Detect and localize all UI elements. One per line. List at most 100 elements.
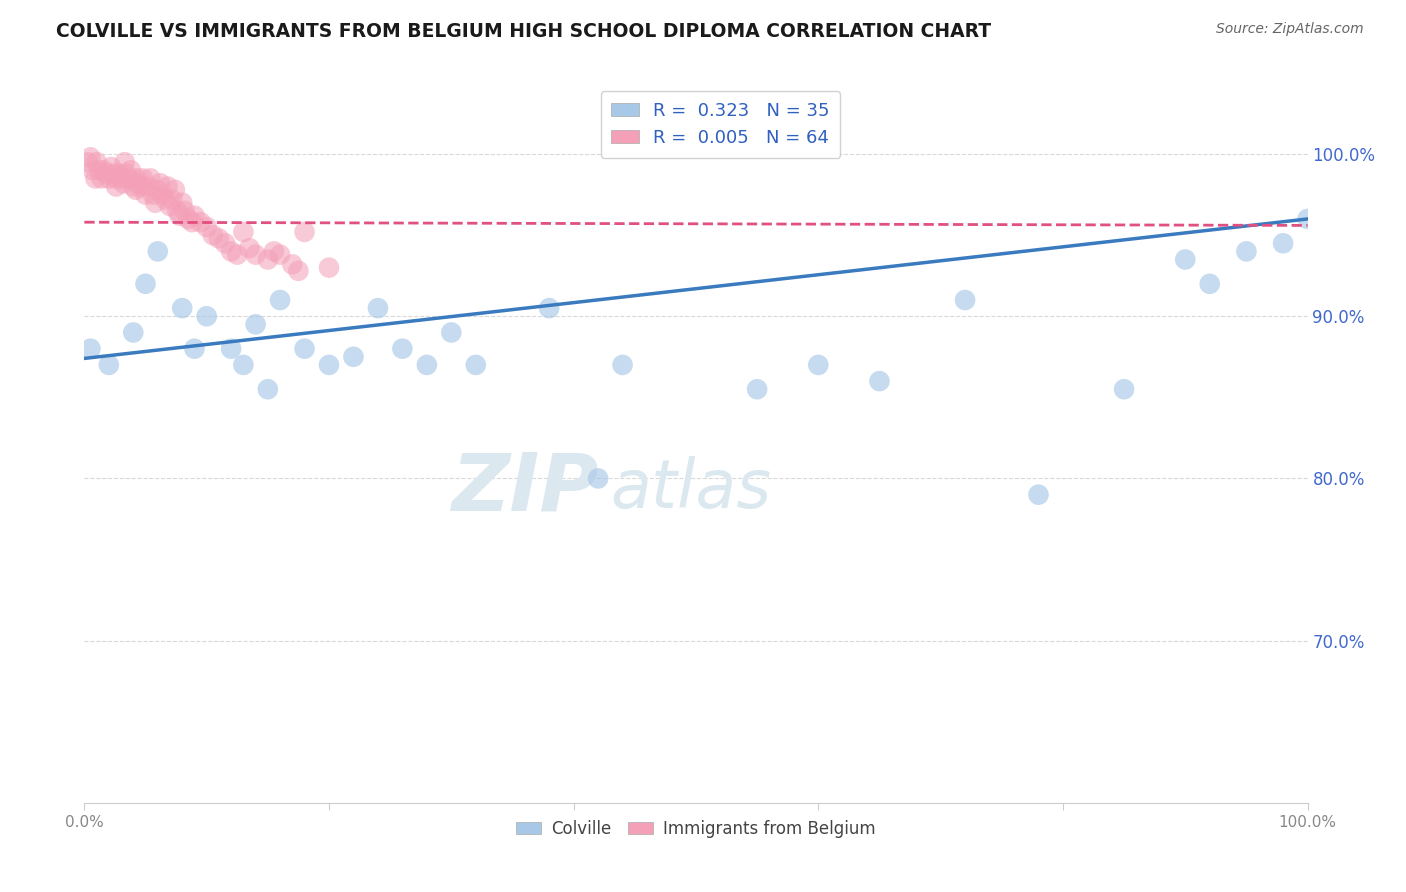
Point [183, 342, 205, 356]
Point [263, 244, 285, 259]
Point [90, 171, 112, 186]
Point [219, 342, 242, 356]
Legend: Colville, Immigrants from Belgium: Colville, Immigrants from Belgium [509, 814, 883, 845]
Point [1296, 211, 1319, 226]
Point [97, 358, 120, 372]
Point [869, 374, 891, 388]
Point [96, 167, 118, 181]
Point [125, 183, 148, 197]
Text: COLVILLE VS IMMIGRANTS FROM BELGIUM HIGH SCHOOL DIPLOMA CORRELATION CHART: COLVILLE VS IMMIGRANTS FROM BELGIUM HIGH… [56, 22, 991, 41]
Point [86, 155, 108, 169]
Point [201, 228, 224, 243]
Point [127, 176, 149, 190]
Point [107, 167, 129, 181]
Point [132, 171, 155, 186]
Point [953, 293, 976, 307]
Point [269, 293, 291, 307]
Point [114, 155, 136, 169]
Point [120, 163, 142, 178]
Point [100, 160, 122, 174]
Point [146, 244, 169, 259]
Point [93, 163, 115, 178]
Point [129, 179, 152, 194]
Point [162, 193, 184, 207]
Point [219, 244, 242, 259]
Point [226, 247, 249, 261]
Point [173, 203, 195, 218]
Point [163, 183, 186, 197]
Point [172, 301, 194, 315]
Point [538, 301, 561, 315]
Point [122, 326, 145, 340]
Point [318, 358, 340, 372]
Point [391, 342, 413, 356]
Point [143, 195, 166, 210]
Point [1114, 382, 1136, 396]
Point [166, 203, 188, 218]
Point [416, 358, 439, 372]
Point [440, 326, 463, 340]
Point [1272, 236, 1295, 251]
Point [156, 179, 179, 194]
Point [77, 155, 100, 169]
Point [245, 318, 267, 332]
Point [232, 358, 254, 372]
Point [1236, 244, 1258, 259]
Point [245, 247, 267, 261]
Point [87, 163, 110, 178]
Point [136, 179, 159, 194]
Point [183, 209, 205, 223]
Point [257, 252, 280, 267]
Point [110, 171, 132, 186]
Point [135, 187, 157, 202]
Point [142, 187, 165, 202]
Text: ZIP: ZIP [451, 450, 598, 528]
Point [195, 220, 218, 235]
Point [257, 382, 280, 396]
Point [1028, 488, 1050, 502]
Point [82, 163, 104, 178]
Point [105, 179, 128, 194]
Point [112, 176, 135, 190]
Point [464, 358, 486, 372]
Point [149, 176, 172, 190]
Point [139, 171, 162, 186]
Point [342, 350, 364, 364]
Point [125, 171, 148, 186]
Point [294, 342, 316, 356]
Point [195, 310, 218, 324]
Text: atlas: atlas [610, 456, 772, 522]
Point [181, 215, 204, 229]
Point [232, 225, 254, 239]
Point [152, 187, 174, 202]
Point [1174, 252, 1197, 267]
Point [281, 257, 304, 271]
Point [747, 382, 769, 396]
Point [269, 247, 291, 261]
Point [177, 211, 200, 226]
Text: Source: ZipAtlas.com: Source: ZipAtlas.com [1216, 22, 1364, 37]
Point [287, 264, 309, 278]
Point [208, 231, 231, 245]
Point [367, 301, 389, 315]
Point [238, 241, 260, 255]
Point [807, 358, 830, 372]
Point [79, 150, 101, 164]
Point [135, 277, 157, 291]
Point [97, 171, 120, 186]
Point [79, 342, 101, 356]
Point [104, 171, 127, 186]
Point [159, 199, 181, 213]
Point [318, 260, 340, 275]
Point [586, 471, 609, 485]
Point [612, 358, 634, 372]
Point [117, 171, 139, 186]
Point [146, 183, 169, 197]
Point [153, 193, 176, 207]
Point [1198, 277, 1220, 291]
Point [169, 209, 191, 223]
Point [172, 195, 194, 210]
Point [103, 167, 125, 181]
Point [115, 167, 138, 181]
Point [190, 215, 212, 229]
